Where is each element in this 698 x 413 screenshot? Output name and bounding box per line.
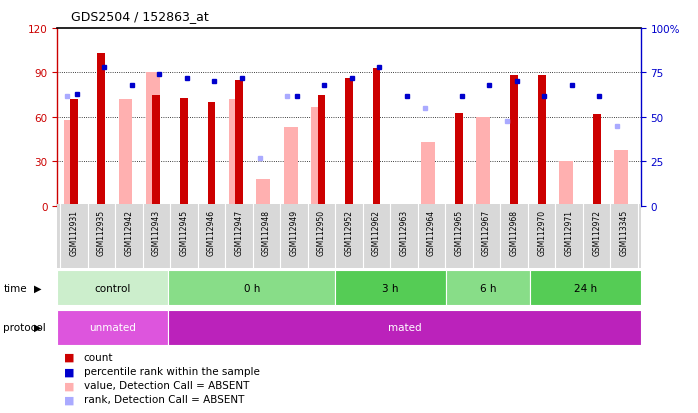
Text: GSM112935: GSM112935 [97, 209, 106, 256]
Bar [57, 310, 168, 345]
Bar [510, 76, 518, 206]
Bar [311, 107, 325, 206]
Bar [284, 128, 297, 206]
Text: GSM112963: GSM112963 [399, 209, 408, 256]
Text: GDS2504 / 152863_at: GDS2504 / 152863_at [71, 10, 209, 23]
Text: 24 h: 24 h [574, 283, 597, 293]
Text: protocol: protocol [3, 322, 46, 332]
Bar [180, 98, 188, 206]
Bar [446, 271, 530, 306]
Bar [256, 180, 270, 206]
Bar [64, 121, 77, 206]
Bar [422, 143, 435, 206]
Text: GSM112947: GSM112947 [235, 209, 244, 256]
Text: rank, Detection Call = ABSENT: rank, Detection Call = ABSENT [84, 394, 244, 404]
Bar [70, 100, 77, 206]
Text: percentile rank within the sample: percentile rank within the sample [84, 366, 260, 376]
Text: GSM112943: GSM112943 [152, 209, 161, 256]
Text: GSM112972: GSM112972 [592, 209, 601, 256]
Text: GSM112962: GSM112962 [372, 209, 381, 256]
Bar [168, 310, 641, 345]
Text: 3 h: 3 h [383, 283, 399, 293]
Bar [477, 118, 490, 206]
Text: control: control [95, 283, 131, 293]
Text: mated: mated [388, 322, 422, 332]
Text: 0 h: 0 h [244, 283, 260, 293]
Bar [335, 271, 446, 306]
Text: GSM112942: GSM112942 [124, 209, 133, 256]
Bar [614, 150, 628, 206]
Text: GSM112948: GSM112948 [262, 209, 271, 256]
Text: ▶: ▶ [34, 283, 41, 293]
Text: GSM112950: GSM112950 [317, 209, 326, 256]
Bar [119, 100, 133, 206]
Text: GSM112968: GSM112968 [510, 209, 519, 256]
Text: time: time [3, 283, 27, 293]
Text: ■: ■ [64, 380, 75, 390]
Text: GSM112967: GSM112967 [482, 209, 491, 256]
Bar [146, 74, 160, 206]
Text: GSM112964: GSM112964 [427, 209, 436, 256]
Text: GSM113345: GSM113345 [620, 209, 629, 256]
Bar [559, 162, 573, 206]
Bar [538, 76, 546, 206]
Bar [318, 95, 325, 206]
Text: GSM112945: GSM112945 [179, 209, 188, 256]
Text: GSM112952: GSM112952 [345, 209, 353, 256]
Text: ■: ■ [64, 366, 75, 376]
Bar [455, 113, 463, 206]
Bar [57, 271, 168, 306]
Text: GSM112931: GSM112931 [69, 209, 78, 256]
Bar [207, 103, 215, 206]
Text: unmated: unmated [89, 322, 136, 332]
Bar [168, 271, 335, 306]
Bar [345, 79, 353, 206]
Text: 6 h: 6 h [480, 283, 496, 293]
Text: value, Detection Call = ABSENT: value, Detection Call = ABSENT [84, 380, 249, 390]
Text: GSM112971: GSM112971 [565, 209, 574, 256]
Bar [98, 54, 105, 206]
Bar [593, 115, 600, 206]
Bar [373, 69, 380, 206]
Text: ■: ■ [64, 394, 75, 404]
Text: ■: ■ [64, 352, 75, 362]
Text: ▶: ▶ [34, 322, 41, 332]
Text: GSM112965: GSM112965 [454, 209, 463, 256]
Text: count: count [84, 352, 113, 362]
Bar [530, 271, 641, 306]
Bar [235, 81, 243, 206]
Text: GSM112970: GSM112970 [537, 209, 546, 256]
Bar [229, 100, 242, 206]
Text: GSM112949: GSM112949 [290, 209, 299, 256]
Text: GSM112946: GSM112946 [207, 209, 216, 256]
Bar [152, 95, 160, 206]
